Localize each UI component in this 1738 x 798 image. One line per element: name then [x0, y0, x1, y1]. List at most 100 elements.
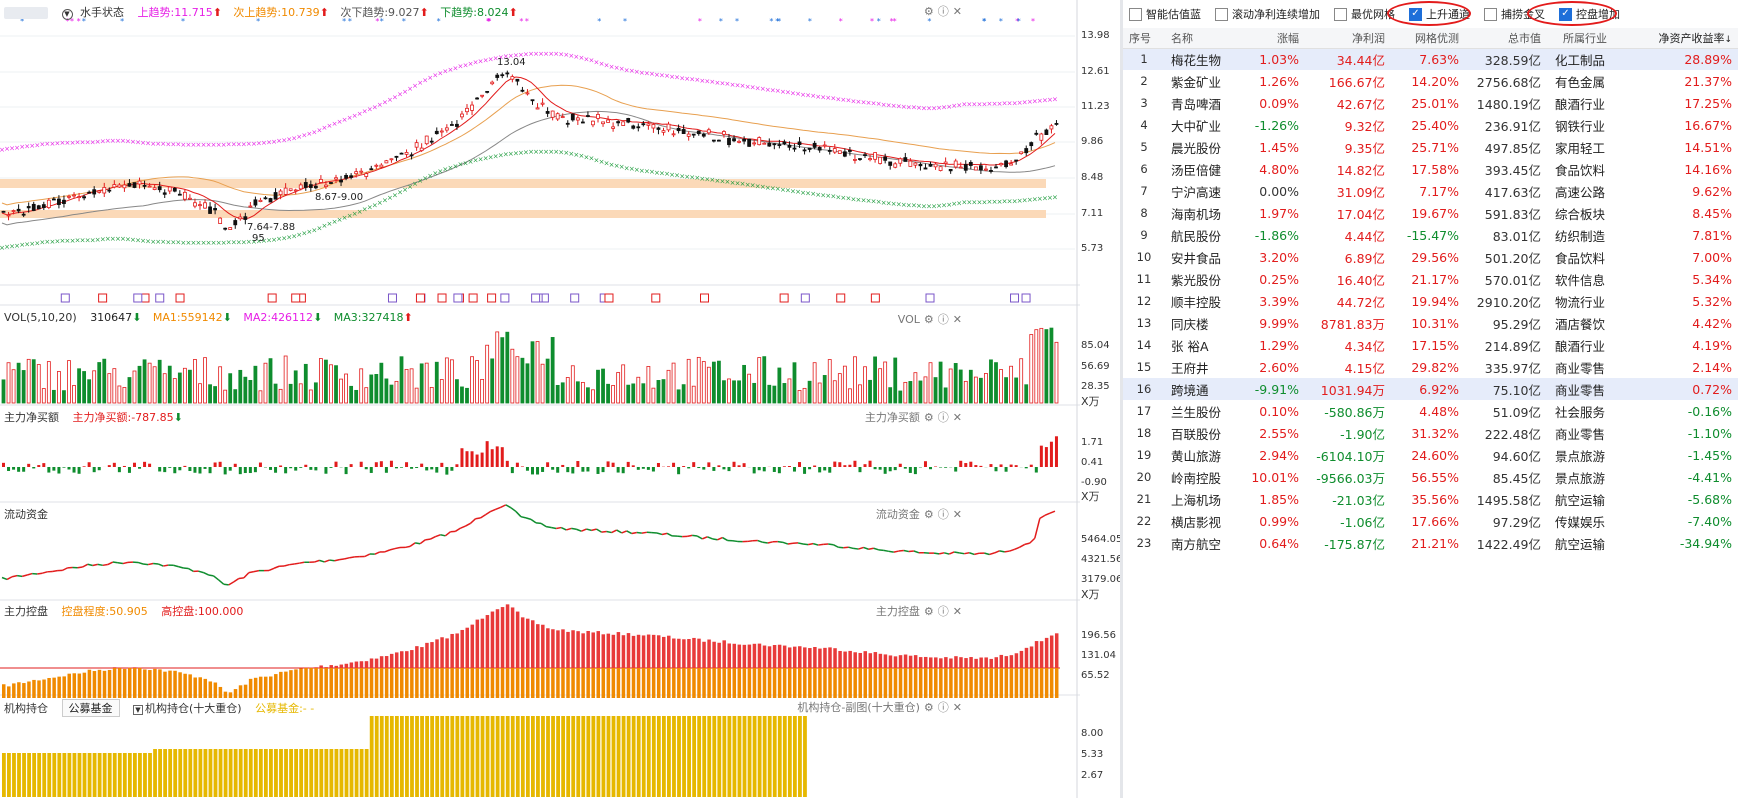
- table-row[interactable]: 13 同庆楼 9.99% 8781.83万 10.31% 95.29亿 酒店餐饮 4.42%: [1123, 312, 1738, 334]
- vol-bar: [591, 389, 595, 404]
- settings-icon[interactable]: ⚙: [923, 411, 934, 424]
- settings-icon[interactable]: ⚙: [923, 701, 934, 714]
- upper-band-marker: ×: [498, 53, 504, 61]
- settings-icon[interactable]: ⚙: [923, 313, 934, 326]
- inst-tab[interactable]: 公募基金: [61, 699, 120, 717]
- table-row[interactable]: 11 紫光股份 0.25% 16.40亿 21.17% 570.01亿 软件信息 5.34%: [1123, 268, 1738, 290]
- upper-band-marker: ×: [830, 95, 836, 103]
- help-icon[interactable]: ⓘ: [937, 508, 949, 521]
- table-row[interactable]: 20 岭南控股 10.01% -9566.03万 56.55% 85.45亿 景点旅游 -4.…: [1123, 466, 1738, 488]
- netbuy-bar: [787, 466, 791, 467]
- lower-band-marker: ×: [337, 216, 343, 224]
- filter-uptrend-channel[interactable]: ✓ 上升通道: [1409, 6, 1470, 22]
- close-icon[interactable]: ✕: [952, 508, 962, 521]
- table-row[interactable]: 9 航民股份 -1.86% 4.44亿 -15.47% 83.01亿 纺织制造 7.81%: [1123, 224, 1738, 246]
- table-row[interactable]: 2 紫金矿业 1.26% 166.67亿 14.20% 2756.68亿 有色金属 21.37…: [1123, 70, 1738, 92]
- kline-chart-svg[interactable]: × × × × × × × × × × × × × × × × × × × × × × × × × × × × × × × × × × × × × × × ×…: [0, 0, 1120, 798]
- signal-star: *: [893, 17, 897, 26]
- row-roe: 5.32%: [1692, 293, 1732, 309]
- help-icon[interactable]: ⓘ: [937, 605, 949, 618]
- table-row[interactable]: 21 上海机场 1.85% -21.03亿 35.56% 1495.58亿 航空运输 -5.6…: [1123, 488, 1738, 510]
- filter-best-grid[interactable]: 最优网格: [1334, 6, 1395, 22]
- vol-bar: [727, 378, 731, 404]
- upper-band-marker: ×: [493, 54, 499, 62]
- col-header-change[interactable]: 涨幅: [1243, 28, 1305, 49]
- table-row[interactable]: 10 安井食品 3.20% 6.89亿 29.56% 501.20亿 食品饮料 7.00%: [1123, 246, 1738, 268]
- checkbox-checked[interactable]: ✓: [1559, 7, 1572, 21]
- liquid-segment: [344, 556, 350, 560]
- vol-unit: X万: [1081, 395, 1100, 408]
- pane-divider[interactable]: [1120, 0, 1123, 798]
- upper-band-marker: ×: [1007, 100, 1013, 108]
- inst-dropdown-icon[interactable]: ▼: [133, 705, 143, 715]
- arrow-up-icon: ⬆: [212, 6, 222, 19]
- control-bar: [672, 668, 676, 698]
- control-bar-high: [727, 643, 731, 668]
- candle: [349, 175, 354, 178]
- filter-control-increase[interactable]: ✓ 控盘增加: [1559, 6, 1620, 22]
- help-icon[interactable]: ⓘ: [937, 313, 949, 326]
- table-row[interactable]: 15 王府井 2.60% 4.15亿 29.82% 335.97亿 商业零售 2.14%: [1123, 356, 1738, 378]
- col-header-grid[interactable]: 网格优测: [1391, 28, 1465, 49]
- col-header-industry[interactable]: 所属行业: [1547, 28, 1629, 49]
- checkbox[interactable]: [1484, 7, 1497, 21]
- table-row[interactable]: 23 南方航空 0.64% -175.87亿 21.21% 1422.49亿 航空运输 -34…: [1123, 532, 1738, 554]
- table-row[interactable]: 17 兰生股份 0.10% -580.86万 4.48% 51.09亿 社会服务 -0.16%: [1123, 400, 1738, 422]
- col-header-net-profit[interactable]: 净利润: [1305, 28, 1391, 49]
- table-row[interactable]: 22 横店影视 0.99% -1.06亿 17.66% 97.29亿 传媒娱乐 -7.40%: [1123, 510, 1738, 532]
- table-row[interactable]: 1 梅花生物 1.03% 34.44亿 7.63% 328.59亿 化工制品 28.89%: [1123, 48, 1738, 70]
- chart-pane[interactable]: × × × × × × × × × × × × × × × × × × × × × × × × × × × × × × × × × × × × × × × ×…: [0, 0, 1120, 798]
- settings-icon[interactable]: ⚙: [923, 508, 934, 521]
- table-row[interactable]: 3 青岛啤酒 0.09% 42.67亿 25.01% 1480.19亿 酿酒行业 17.25%: [1123, 92, 1738, 114]
- table-row[interactable]: 6 汤臣倍健 4.80% 14.82亿 17.58% 393.45亿 食品饮料 14.16%: [1123, 158, 1738, 180]
- close-icon[interactable]: ✕: [952, 605, 962, 618]
- table-row[interactable]: 7 宁沪高速 0.00% 31.09亿 7.17% 417.63亿 高速公路 9.62%: [1123, 180, 1738, 202]
- filter-rolling-profit[interactable]: 滚动净利连续增加: [1215, 6, 1320, 22]
- upper-band-marker: ×: [851, 97, 857, 105]
- help-icon[interactable]: ⓘ: [937, 411, 949, 424]
- col-header-name[interactable]: 名称: [1165, 28, 1243, 49]
- table-row[interactable]: 18 百联股份 2.55% -1.90亿 31.32% 222.48亿 商业零售 -1.10%: [1123, 422, 1738, 444]
- table-row[interactable]: 16 跨境通 -9.91% 1031.94万 6.92% 75.10亿 商业零售 0.72%: [1123, 378, 1738, 400]
- liquid-segment: [913, 550, 920, 554]
- close-icon[interactable]: ✕: [952, 701, 962, 714]
- candle: [888, 161, 893, 166]
- table-row[interactable]: 12 顺丰控股 3.39% 44.72亿 19.94% 2910.20亿 物流行业 5.32%: [1123, 290, 1738, 312]
- col-header-index[interactable]: 序号: [1123, 28, 1165, 49]
- filter-smart-valuation[interactable]: 智能估值蓝: [1129, 6, 1201, 22]
- candle: [243, 216, 248, 220]
- table-row[interactable]: 5 晨光股份 1.45% 9.35亿 25.71% 497.85亿 家用轻工 14.51%: [1123, 136, 1738, 158]
- table-row[interactable]: 19 黄山旅游 2.94% -6104.10万 24.60% 94.60亿 景点旅游 -1.4…: [1123, 444, 1738, 466]
- help-icon[interactable]: ⓘ: [937, 5, 949, 18]
- table-row[interactable]: 4 大中矿业 -1.26% 9.32亿 25.40% 236.91亿 钢铁行业 16.67%: [1123, 114, 1738, 136]
- inst-dropdown[interactable]: 机构持仓(十大重仓): [145, 702, 242, 715]
- vol-axis-3: 28.35: [1081, 381, 1110, 392]
- checkbox[interactable]: [1215, 7, 1228, 21]
- inst-bar: [646, 716, 651, 797]
- row-roe: -4.41%: [1687, 469, 1732, 485]
- settings-icon[interactable]: ⚙: [923, 605, 934, 618]
- upper-band-marker: ×: [468, 60, 474, 68]
- settings-icon[interactable]: ⚙: [923, 5, 934, 18]
- help-icon[interactable]: ⓘ: [937, 701, 949, 714]
- table-row[interactable]: 14 张 裕A 1.29% 4.34亿 17.15% 214.89亿 酿酒行业 4.19%: [1123, 334, 1738, 356]
- table-row[interactable]: 8 海南机场 1.97% 17.04亿 19.67% 591.83亿 综合板块 8.45%: [1123, 202, 1738, 224]
- stock-name-box[interactable]: [4, 7, 48, 19]
- lower-band-marker: ×: [175, 239, 181, 247]
- liquid-segment: [591, 528, 597, 532]
- candle: [525, 92, 530, 95]
- checkbox-checked[interactable]: ✓: [1409, 7, 1422, 21]
- col-header-market-cap[interactable]: 总市值: [1465, 28, 1547, 49]
- close-icon[interactable]: ✕: [952, 313, 962, 326]
- close-icon[interactable]: ✕: [952, 411, 962, 424]
- close-icon[interactable]: ✕: [952, 5, 962, 18]
- candle: [218, 217, 223, 224]
- checkbox[interactable]: [1334, 7, 1347, 21]
- checkbox[interactable]: [1129, 7, 1142, 21]
- upper-band-marker: ×: [1047, 96, 1053, 104]
- lower-band-marker: ×: [780, 186, 786, 194]
- filter-golden-cross[interactable]: 捕捞金叉: [1484, 6, 1545, 22]
- col-header-roe[interactable]: 净资产收益率↓: [1629, 28, 1738, 49]
- upper-band-marker: ×: [548, 50, 554, 58]
- indicator-dropdown-icon[interactable]: ▼: [61, 9, 73, 20]
